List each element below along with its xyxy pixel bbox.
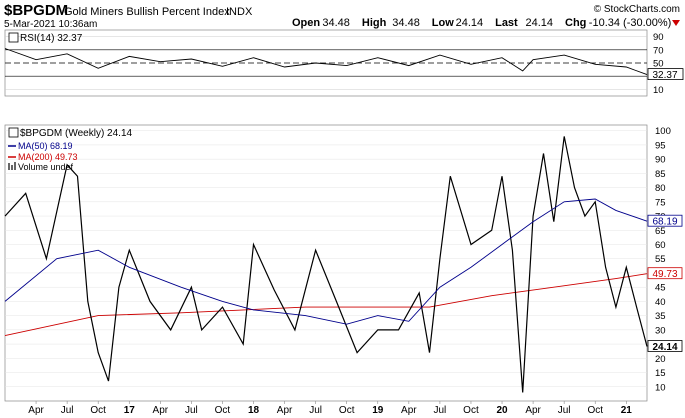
- quote-label: Open: [292, 17, 320, 29]
- quote-value: 34.48: [322, 17, 350, 29]
- price-tick-label: 40: [655, 297, 666, 308]
- quote-value: 24.14: [456, 17, 484, 29]
- price-tick-label: 75: [655, 197, 666, 208]
- price-tick-label: 90: [655, 155, 666, 166]
- x-tick-label: Apr: [277, 405, 293, 416]
- x-tick-label: Jul: [185, 405, 198, 416]
- price-panel: 100959085807570656055504540353025201510 …: [4, 124, 683, 402]
- rsi-tick-label: 10: [653, 85, 664, 96]
- quote-label: High: [362, 17, 387, 29]
- price-legend: $BPGDM (Weekly) 24.14 MA(50) 68.19 MA(20…: [8, 127, 133, 172]
- rsi-grid: [5, 36, 647, 90]
- price-legend-box: [8, 127, 19, 138]
- price-tick-label: 55: [655, 254, 666, 265]
- quote-label: Last: [495, 17, 518, 29]
- quote-item-low: Low 24.14: [432, 17, 483, 29]
- quote-item-high: High 34.48: [362, 17, 420, 29]
- x-tick-label: Apr: [401, 405, 417, 416]
- price-tick-label: 15: [655, 368, 666, 379]
- rsi-last-label: 32.37: [652, 70, 677, 81]
- x-tick-label: 18: [248, 405, 260, 416]
- x-axis: Apr Jul Oct 17 Apr Jul Oct 18 Apr Jul Oct 19 Apr Jul O…: [28, 401, 632, 416]
- x-tick-label: Apr: [28, 405, 44, 416]
- price-tick-label: 10: [655, 382, 666, 393]
- rsi-panel: 9070503010 RSI(14) 32.37 32.37: [4, 29, 684, 97]
- ma200-value-tag: 49.73: [647, 267, 683, 280]
- x-tick-label: Oct: [215, 405, 231, 416]
- price-tick-label: 95: [655, 140, 666, 151]
- x-tick-label: Jul: [434, 405, 447, 416]
- ma50-value-label: 68.19: [652, 217, 677, 228]
- price-tick-label: 85: [655, 169, 666, 180]
- quote-value: -10.34 (-30.00%): [589, 17, 672, 29]
- quote-item-open: Open 34.48: [292, 17, 350, 29]
- rsi-tick-label: 90: [653, 32, 664, 43]
- ma200-line: [4, 273, 648, 337]
- ma200-legend: MA(200) 49.73: [18, 152, 78, 162]
- rsi-line: [4, 48, 648, 76]
- x-tick-label: Apr: [153, 405, 169, 416]
- rsi-last-tag: 32.37: [647, 68, 684, 81]
- quote-row: Open 34.48 High 34.48 Low 24.14 Last 24.14 Chg -1…: [292, 17, 671, 29]
- ma200-value-label: 49.73: [652, 269, 677, 280]
- symbol-title: $BPGDM: [4, 2, 68, 19]
- rsi-tick-label: 50: [653, 59, 664, 70]
- x-tick-label: Oct: [339, 405, 355, 416]
- x-tick-label: Oct: [90, 405, 106, 416]
- volume-legend-icon: [8, 163, 10, 170]
- price-tick-label: 45: [655, 283, 666, 294]
- price-line: [4, 136, 648, 393]
- rsi-ticks: 9070503010: [653, 32, 664, 96]
- x-tick-label: 19: [372, 405, 384, 416]
- quote-value: 24.14: [526, 17, 554, 29]
- quote-item-chg: Chg -10.34 (-30.00%): [565, 17, 671, 29]
- exchange-label: INDX: [226, 6, 253, 18]
- price-ticks: 100959085807570656055504540353025201510: [655, 126, 671, 393]
- x-tick-label: Apr: [525, 405, 541, 416]
- price-tick-label: 35: [655, 311, 666, 322]
- price-legend-main: $BPGDM (Weekly) 24.14: [20, 128, 133, 139]
- quote-date: 5-Mar-2021 10:36am: [4, 19, 97, 30]
- chart-header: $BPGDM Gold Miners Bullish Percent Index…: [4, 2, 680, 30]
- x-tick-label: Jul: [558, 405, 571, 416]
- price-tick-label: 65: [655, 226, 666, 237]
- x-tick-label: Jul: [61, 405, 74, 416]
- price-tick-label: 20: [655, 354, 666, 365]
- x-tick-label: Oct: [463, 405, 479, 416]
- price-tick-label: 100: [655, 126, 671, 137]
- ma50-value-tag: 68.19: [647, 214, 683, 228]
- copyright: © StockCharts.com: [594, 4, 680, 15]
- quote-label: Chg: [565, 17, 586, 29]
- x-tick-label: 17: [124, 405, 136, 416]
- last-value-label: 24.14: [652, 342, 677, 353]
- ma50-line: [4, 198, 648, 325]
- x-tick-label: 21: [621, 405, 633, 416]
- down-arrow-icon: [672, 20, 680, 26]
- price-tick-label: 30: [655, 325, 666, 336]
- index-name: Gold Miners Bullish Percent Index: [64, 6, 230, 18]
- price-tick-label: 60: [655, 240, 666, 251]
- rsi-legend: RSI(14) 32.37: [20, 33, 83, 44]
- volume-legend: Volume undef: [18, 162, 74, 172]
- quote-item-last: Last 24.14: [495, 17, 553, 29]
- rsi-legend-box: [8, 32, 19, 43]
- rsi-tick-label: 70: [653, 45, 664, 56]
- quote-value: 34.48: [392, 17, 420, 29]
- x-tick-label: Jul: [309, 405, 322, 416]
- last-value-tag: 24.14: [647, 340, 683, 353]
- x-tick-label: Oct: [587, 405, 603, 416]
- x-tick-label: 20: [496, 405, 508, 416]
- ma50-legend: MA(50) 68.19: [18, 141, 73, 151]
- price-grid: [5, 130, 647, 388]
- price-tick-label: 80: [655, 183, 666, 194]
- quote-label: Low: [432, 17, 454, 29]
